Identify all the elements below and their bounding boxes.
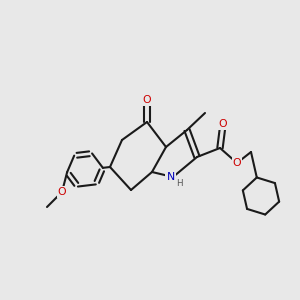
Text: O: O: [233, 158, 241, 168]
Text: O: O: [219, 119, 227, 129]
Text: N: N: [167, 172, 175, 182]
Text: O: O: [143, 95, 151, 105]
Text: H: H: [176, 179, 182, 188]
Text: O: O: [58, 187, 66, 197]
